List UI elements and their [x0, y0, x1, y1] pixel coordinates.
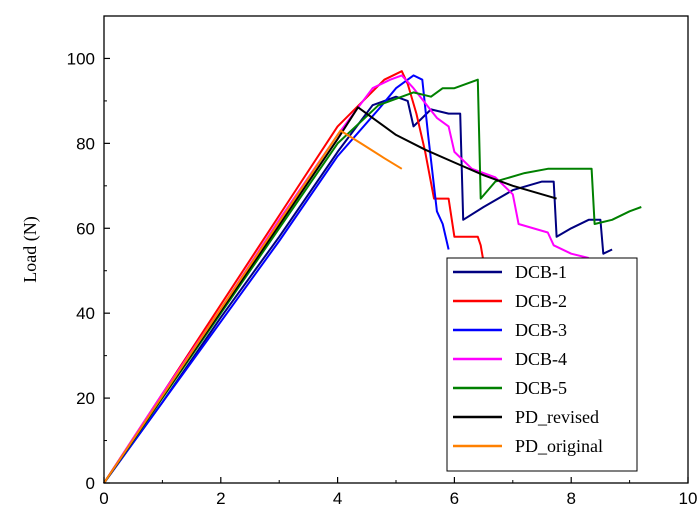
x-tick-label: 10 [679, 489, 697, 508]
legend-label-dcb-2: DCB-2 [515, 291, 567, 311]
legend-label-pd-original: PD_original [515, 436, 603, 456]
series-line-dcb-2 [103, 70, 485, 484]
y-tick-label: 60 [76, 219, 95, 238]
series-line-dcb-1 [103, 95, 613, 484]
y-tick-label: 0 [86, 474, 95, 493]
series-line-dcb-5 [103, 78, 642, 484]
y-tick-label: 20 [76, 389, 95, 408]
legend-label-dcb-3: DCB-3 [515, 320, 567, 340]
y-tick-label: 100 [67, 49, 95, 68]
x-tick-label: 4 [333, 489, 342, 508]
legend: DCB-1 DCB-2 DCB-3 DCB-4 DCB-5 PD_revised PD_or… [446, 257, 638, 472]
x-tick-label: 2 [216, 489, 225, 508]
series-line-dcb-3 [103, 74, 450, 484]
legend-label-pd-revised: PD_revised [515, 407, 599, 427]
x-tick-label: 0 [99, 489, 108, 508]
plot-lines [103, 70, 642, 484]
y-tick-label: 40 [76, 304, 95, 323]
legend-box [446, 257, 638, 472]
x-tick-label: 6 [450, 489, 459, 508]
y-axis: 0 20 40 60 80 100 [67, 49, 110, 493]
y-axis-title: Load (N) [20, 216, 41, 282]
legend-label-dcb-5: DCB-5 [515, 378, 567, 398]
series-line-pd-original [103, 129, 403, 484]
y-tick-label: 80 [76, 134, 95, 153]
series-line-pd-revised [103, 106, 557, 484]
legend-label-dcb-4: DCB-4 [515, 349, 567, 369]
x-tick-label: 8 [566, 489, 575, 508]
x-axis: 0 2 4 6 8 10 [99, 477, 697, 508]
legend-label-dcb-1: DCB-1 [515, 262, 567, 282]
